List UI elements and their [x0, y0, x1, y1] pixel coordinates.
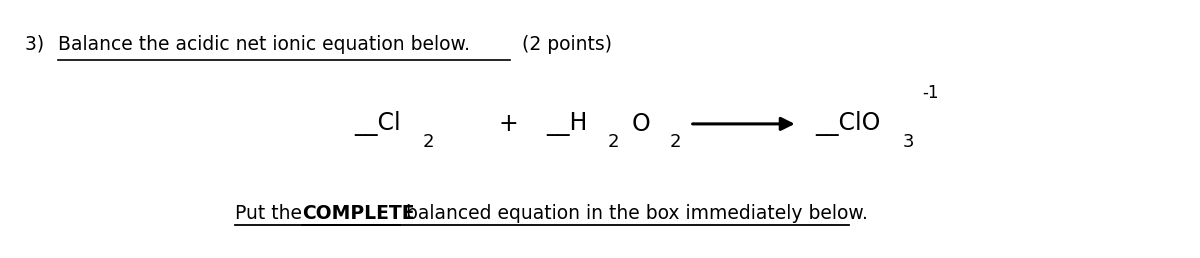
Text: +: + [498, 112, 518, 136]
Text: O: O [631, 112, 650, 136]
Text: 2: 2 [670, 133, 680, 151]
Text: (2 points): (2 points) [510, 35, 612, 54]
Text: Put the: Put the [235, 204, 308, 223]
Text: balanced equation in the box immediately below.: balanced equation in the box immediately… [400, 204, 868, 223]
Text: -1: -1 [922, 84, 938, 102]
Text: 2: 2 [422, 133, 434, 151]
Text: __ClO: __ClO [816, 111, 881, 136]
Text: __H: __H [546, 112, 588, 136]
Text: 3: 3 [902, 133, 914, 151]
Text: 3): 3) [25, 35, 56, 54]
Text: __Cl: __Cl [354, 111, 401, 136]
Text: COMPLETE: COMPLETE [302, 204, 414, 223]
Text: 2: 2 [607, 133, 619, 151]
Text: Balance the acidic net ionic equation below.: Balance the acidic net ionic equation be… [58, 35, 469, 54]
